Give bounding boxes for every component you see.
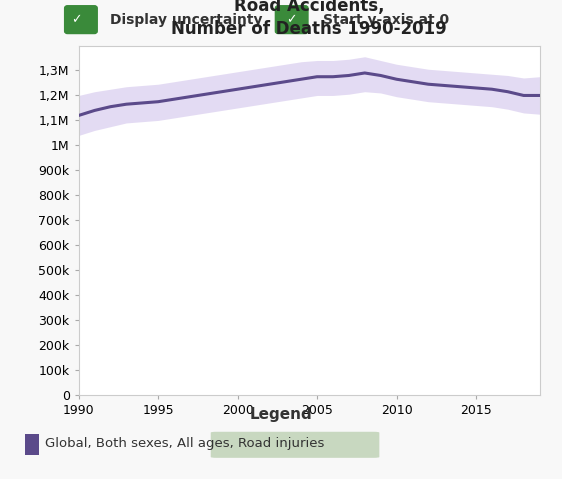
- Text: ✓: ✓: [71, 13, 81, 26]
- FancyBboxPatch shape: [211, 432, 379, 458]
- FancyBboxPatch shape: [275, 6, 308, 34]
- FancyBboxPatch shape: [65, 6, 97, 34]
- Text: Legend: Legend: [250, 407, 312, 422]
- Text: ✓: ✓: [287, 13, 297, 26]
- Text: Global, Both sexes, All ages, Road injuries: Global, Both sexes, All ages, Road injur…: [45, 437, 324, 450]
- Bar: [25, 434, 39, 455]
- Title: Road Accidents,
Number of Deaths 1990-2019: Road Accidents, Number of Deaths 1990-20…: [171, 0, 447, 38]
- Text: Start y-axis at 0: Start y-axis at 0: [323, 12, 449, 27]
- Text: Display uncertainty: Display uncertainty: [110, 12, 262, 27]
